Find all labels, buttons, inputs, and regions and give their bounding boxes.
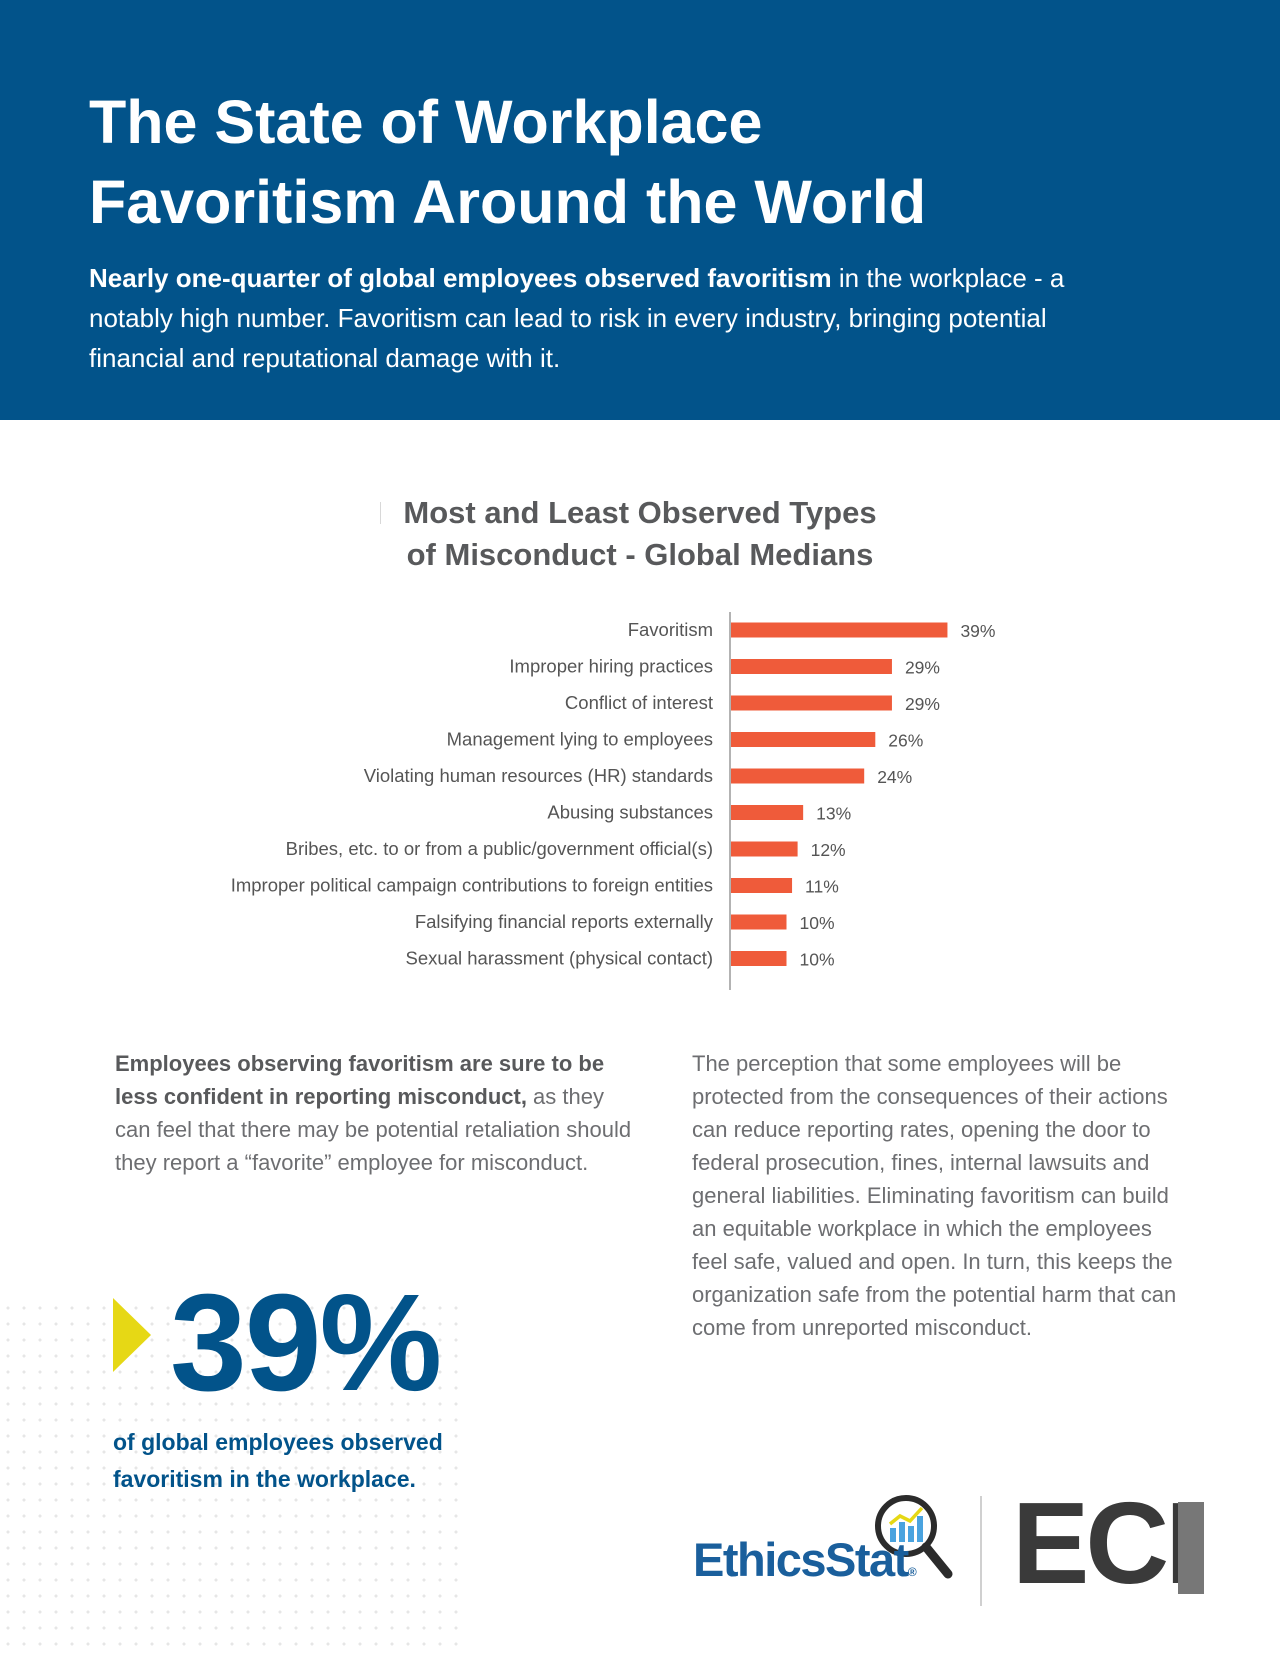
- page-title: The State of Workplace Favoritism Around…: [89, 82, 1189, 242]
- category-label: Violating human resources (HR) standards: [364, 765, 713, 786]
- bar-value-label: 29%: [905, 694, 940, 714]
- bar: [731, 732, 876, 747]
- bar-value-label: 26%: [888, 731, 923, 751]
- bar-value-label: 13%: [816, 804, 851, 824]
- intro-paragraph: Nearly one-quarter of global employees o…: [89, 258, 1099, 378]
- bar: [731, 659, 892, 674]
- eci-logo-bar: [1178, 1502, 1204, 1594]
- bar-value-label: 11%: [805, 877, 839, 897]
- category-label: Favoritism: [628, 619, 713, 640]
- category-label: Sexual harassment (physical contact): [406, 948, 713, 969]
- header-banner: The State of Workplace Favoritism Around…: [0, 0, 1280, 420]
- category-label: Improper political campaign contribution…: [231, 875, 713, 896]
- category-label: Abusing substances: [547, 802, 713, 823]
- category-label: Management lying to employees: [447, 729, 713, 750]
- right-column-text: The perception that some employees will …: [692, 1051, 1177, 1340]
- chart-title-rule: [380, 502, 381, 524]
- bar-value-label: 10%: [800, 950, 835, 970]
- ethicsstat-wordmark: EthicsStat: [693, 1533, 909, 1586]
- bar: [731, 622, 948, 638]
- bar-value-label: 39%: [960, 621, 995, 641]
- bar-value-label: 10%: [800, 913, 835, 933]
- bar: [731, 951, 787, 966]
- page-title-line-2: Favoritism Around the World: [89, 168, 927, 236]
- bar: [731, 914, 787, 930]
- bar: [731, 768, 865, 784]
- bar-value-label: 24%: [877, 767, 912, 787]
- bar: [731, 805, 804, 820]
- category-label: Improper hiring practices: [509, 656, 713, 677]
- dot-pattern-background: [0, 1300, 470, 1656]
- left-column-bold: Employees observing favoritism are sure …: [115, 1051, 605, 1109]
- magnifier-chart-icon: [875, 1495, 953, 1579]
- chart-title: Most and Least Observed Types of Miscond…: [340, 492, 940, 576]
- left-column-text: Employees observing favoritism are sure …: [115, 1047, 635, 1179]
- logo-divider: [980, 1496, 982, 1606]
- category-label: Conflict of interest: [565, 692, 713, 713]
- intro-text: in the workplace - a notably high number…: [89, 263, 1065, 373]
- intro-bold-text: Nearly one-quarter of global employees o…: [89, 263, 832, 293]
- misconduct-bar-chart: Favoritism 39% Improper hiring practices 29…: [231, 612, 995, 990]
- bar-value-label: 12%: [811, 840, 846, 860]
- yellow-arrow-icon: [113, 1298, 151, 1372]
- bar: [731, 695, 892, 711]
- ethicsstat-logo: EthicsStat®: [693, 1532, 917, 1587]
- left-column-rest: as they can feel that there may be poten…: [115, 1084, 632, 1175]
- bar-value-label: 29%: [905, 658, 940, 678]
- stat-caption: of global employees observed favoritism …: [113, 1429, 443, 1492]
- big-stat-value: 39%: [170, 1266, 442, 1420]
- category-label: Bribes, etc. to or from a public/governm…: [286, 838, 713, 859]
- bar: [731, 878, 793, 893]
- category-label: Falsifying financial reports externally: [415, 911, 714, 932]
- eci-logo: ECI: [1012, 1478, 1197, 1608]
- bar: [731, 841, 798, 857]
- page-title-line-1: The State of Workplace: [89, 88, 763, 156]
- chart-title-line-2: of Misconduct - Global Medians: [406, 537, 874, 572]
- chart-title-line-1: Most and Least Observed Types: [403, 495, 877, 530]
- registered-mark: ®: [907, 1565, 917, 1579]
